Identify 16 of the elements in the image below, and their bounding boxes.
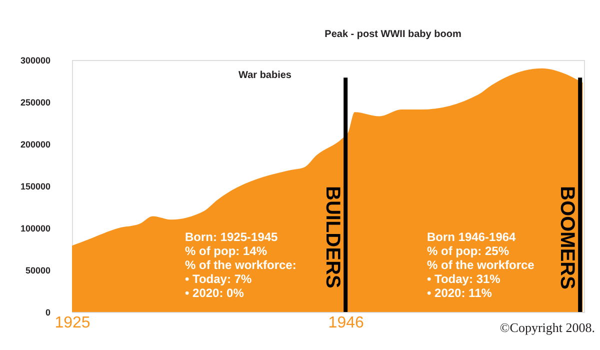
ref-line-label: BOOMERS <box>556 186 578 290</box>
y-tick-label: 250000 <box>20 98 50 108</box>
annotation: Born 1946-1964 % of pop: 25% % of the workforce • Today: 31% • 2020: 11% <box>427 230 535 300</box>
y-tick-label: 150000 <box>20 182 50 192</box>
x-tick-label: 1925 <box>54 314 90 332</box>
y-tick-label: 0 <box>45 308 50 318</box>
text: Peak - post WWII baby boom <box>324 29 462 40</box>
y-tick-label: 100000 <box>20 224 50 234</box>
y-tick-label: 200000 <box>20 140 50 150</box>
y-tick-label: 50000 <box>25 266 50 276</box>
annotation: Born: 1925-1945 % of pop: 14% % of the workforce: • Today: 7% • 2020: 0% <box>185 230 296 300</box>
text: ©Copyright 2008. <box>500 320 595 335</box>
x-tick-label: 1946 <box>328 314 364 332</box>
annotation: War babies <box>238 70 292 81</box>
ref-line-label: BUILDERS <box>322 186 344 288</box>
y-tick-label: 300000 <box>20 56 50 66</box>
